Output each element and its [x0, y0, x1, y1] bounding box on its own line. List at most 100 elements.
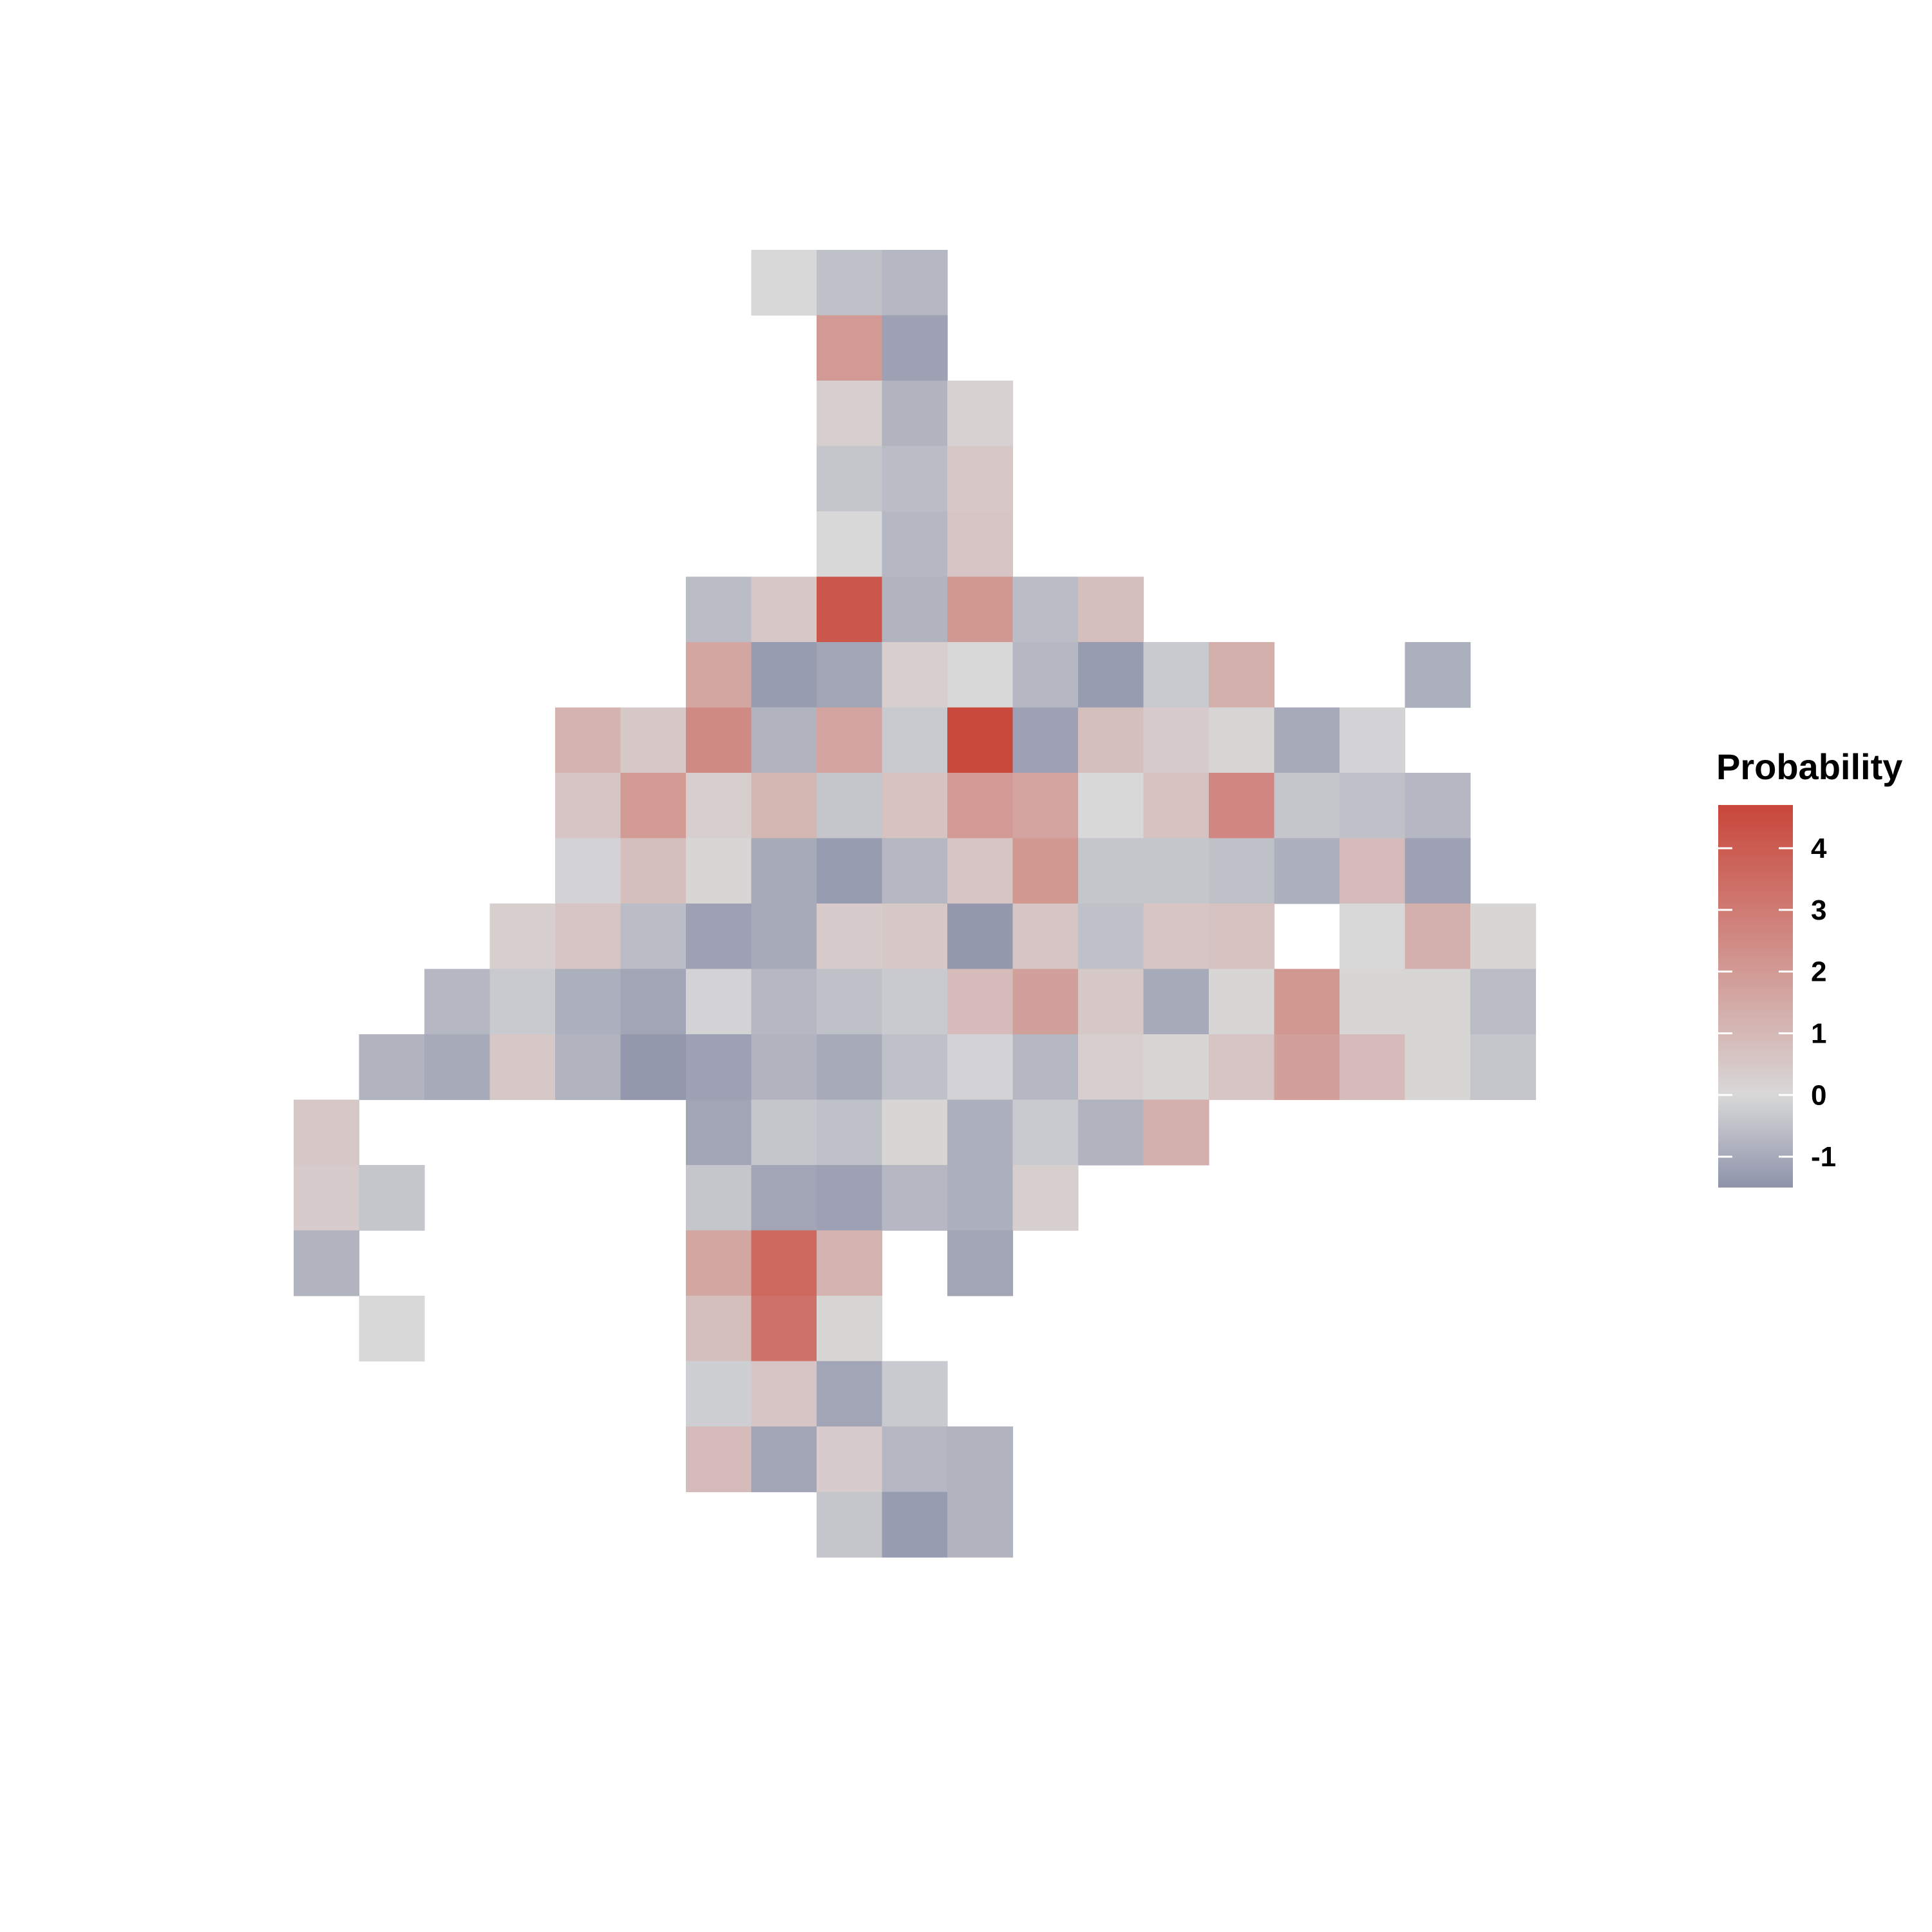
heatmap-cell-r8-c5	[620, 773, 687, 839]
heatmap-cell-r12-c11	[1012, 1034, 1079, 1101]
heatmap-cell-r9-c13	[1143, 838, 1209, 904]
heatmap-cell-r12-c14	[1209, 1034, 1275, 1101]
heatmap-cell-r10-c10	[947, 904, 1014, 970]
heatmap-cell-r8-c14	[1209, 773, 1275, 839]
heatmap-cell-r14-c7	[751, 1165, 817, 1231]
heatmap-cell-r10-c14	[1209, 904, 1275, 970]
heatmap-cell-r11-c14	[1209, 969, 1275, 1035]
heatmap-cell-r10-c8	[817, 904, 883, 970]
heatmap-cell-r13-c7	[751, 1099, 817, 1166]
heatmap-cell-r3-c9	[882, 446, 948, 512]
legend-tick-label-1: 3	[1811, 895, 1826, 926]
heatmap-cell-r7-c7	[751, 707, 817, 773]
heatmap-cell-r11-c8	[817, 969, 883, 1035]
heatmap-cell-r5-c11	[1012, 576, 1079, 643]
heatmap-cell-r5-c8	[817, 576, 883, 643]
heatmap-cell-r11-c17	[1405, 969, 1471, 1035]
heatmap-cell-r12-c1	[359, 1034, 425, 1101]
heatmap-cell-r11-c6	[686, 969, 752, 1035]
heatmap-cell-r15-c10	[947, 1230, 1014, 1296]
heatmap-cell-r11-c18	[1470, 969, 1537, 1035]
heatmap-cell-r10-c7	[751, 904, 817, 970]
heatmap-cell-r12-c7	[751, 1034, 817, 1101]
heatmap-cell-r11-c9	[882, 969, 948, 1035]
heatmap-cell-r19-c10	[947, 1492, 1014, 1558]
heatmap-cell-r7-c16	[1340, 707, 1406, 773]
heatmap-cell-r7-c11	[1012, 707, 1079, 773]
heatmap-cell-r11-c7	[751, 969, 817, 1035]
heatmap-cell-r8-c17	[1405, 773, 1471, 839]
heatmap-cell-r9-c7	[751, 838, 817, 904]
heatmap-cell-r3-c8	[817, 446, 883, 512]
heatmap-cell-r6-c7	[751, 642, 817, 708]
heatmap-cell-r16-c6	[686, 1296, 752, 1362]
heatmap-cell-r8-c15	[1274, 773, 1340, 839]
heatmap-cell-r7-c15	[1274, 707, 1340, 773]
heatmap-cell-r12-c5	[620, 1034, 687, 1101]
heatmap-cell-r12-c12	[1078, 1034, 1144, 1101]
heatmap-cell-r10-c18	[1470, 904, 1537, 970]
heatmap-cell-r14-c6	[686, 1165, 752, 1231]
heatmap-cell-r7-c6	[686, 707, 752, 773]
heatmap-cell-r11-c11	[1012, 969, 1079, 1035]
heatmap-cell-r9-c5	[620, 838, 687, 904]
heatmap-cell-r12-c4	[555, 1034, 621, 1101]
heatmap-cell-r16-c1	[359, 1296, 425, 1362]
heatmap-cell-r2-c9	[882, 381, 948, 447]
heatmap-cell-r8-c8	[817, 773, 883, 839]
heatmap-cell-r13-c8	[817, 1099, 883, 1166]
heatmap-cell-r14-c10	[947, 1165, 1014, 1231]
heatmap-cell-r0-c7	[751, 250, 817, 316]
heatmap-cell-r9-c10	[947, 838, 1014, 904]
heatmap-cell-r13-c0	[294, 1099, 360, 1166]
legend: Probability 4 3 2 1 0 -1	[1716, 746, 1902, 1188]
heatmap-cell-r12-c6	[686, 1034, 752, 1101]
heatmap-cell-r10-c9	[882, 904, 948, 970]
heatmap-cell-r15-c7	[751, 1230, 817, 1296]
heatmap-cell-r13-c6	[686, 1099, 752, 1166]
heatmap-cell-r8-c7	[751, 773, 817, 839]
heatmap-cell-r19-c8	[817, 1492, 883, 1558]
heatmap-cell-r8-c9	[882, 773, 948, 839]
heatmap-cell-r6-c8	[817, 642, 883, 708]
heatmap-cell-r10-c3	[489, 904, 556, 970]
heatmap-cell-r12-c16	[1340, 1034, 1406, 1101]
heatmap-cell-r9-c12	[1078, 838, 1144, 904]
heatmap-cell-r9-c16	[1340, 838, 1406, 904]
heatmap-cell-r11-c12	[1078, 969, 1144, 1035]
heatmap-cell-r12-c10	[947, 1034, 1014, 1101]
legend-tick-label-4: 0	[1811, 1079, 1826, 1111]
heatmap-cell-r12-c2	[424, 1034, 491, 1101]
heatmap-cell-r8-c12	[1078, 773, 1144, 839]
legend-title: Probability	[1716, 746, 1902, 787]
legend-tick-label-2: 2	[1811, 956, 1826, 988]
heatmap-cell-r18-c9	[882, 1426, 948, 1493]
heatmap-cell-r12-c15	[1274, 1034, 1340, 1101]
heatmap-cell-r11-c4	[555, 969, 621, 1035]
heatmap-cell-r9-c8	[817, 838, 883, 904]
heatmap-cell-r7-c5	[620, 707, 687, 773]
heatmap-cell-r13-c11	[1012, 1099, 1079, 1166]
heatmap-cell-r8-c6	[686, 773, 752, 839]
heatmap-cell-r11-c10	[947, 969, 1014, 1035]
heatmap-cell-r17-c6	[686, 1361, 752, 1427]
heatmap-cell-r6-c6	[686, 642, 752, 708]
heatmap-cell-r18-c8	[817, 1426, 883, 1493]
heatmap-cell-r9-c14	[1209, 838, 1275, 904]
heatmap-cell-r8-c13	[1143, 773, 1209, 839]
heatmap-cell-r8-c16	[1340, 773, 1406, 839]
heatmap-cell-r12-c8	[817, 1034, 883, 1101]
heatmap-cell-r10-c17	[1405, 904, 1471, 970]
legend-colorbar	[1718, 805, 1793, 1188]
heatmap-cell-r13-c12	[1078, 1099, 1144, 1166]
heatmap-cell-r15-c0	[294, 1230, 360, 1296]
heatmap-cell-r12-c9	[882, 1034, 948, 1101]
heatmap-cell-r6-c13	[1143, 642, 1209, 708]
heatmap-cell-r11-c15	[1274, 969, 1340, 1035]
heatmap-cell-r1-c8	[817, 315, 883, 381]
heatmap-cell-r5-c12	[1078, 576, 1144, 643]
heatmap-cell-r13-c9	[882, 1099, 948, 1166]
heatmap-cell-r11-c2	[424, 969, 491, 1035]
heatmap-cell-r6-c17	[1405, 642, 1471, 708]
heatmap-cell-r10-c13	[1143, 904, 1209, 970]
